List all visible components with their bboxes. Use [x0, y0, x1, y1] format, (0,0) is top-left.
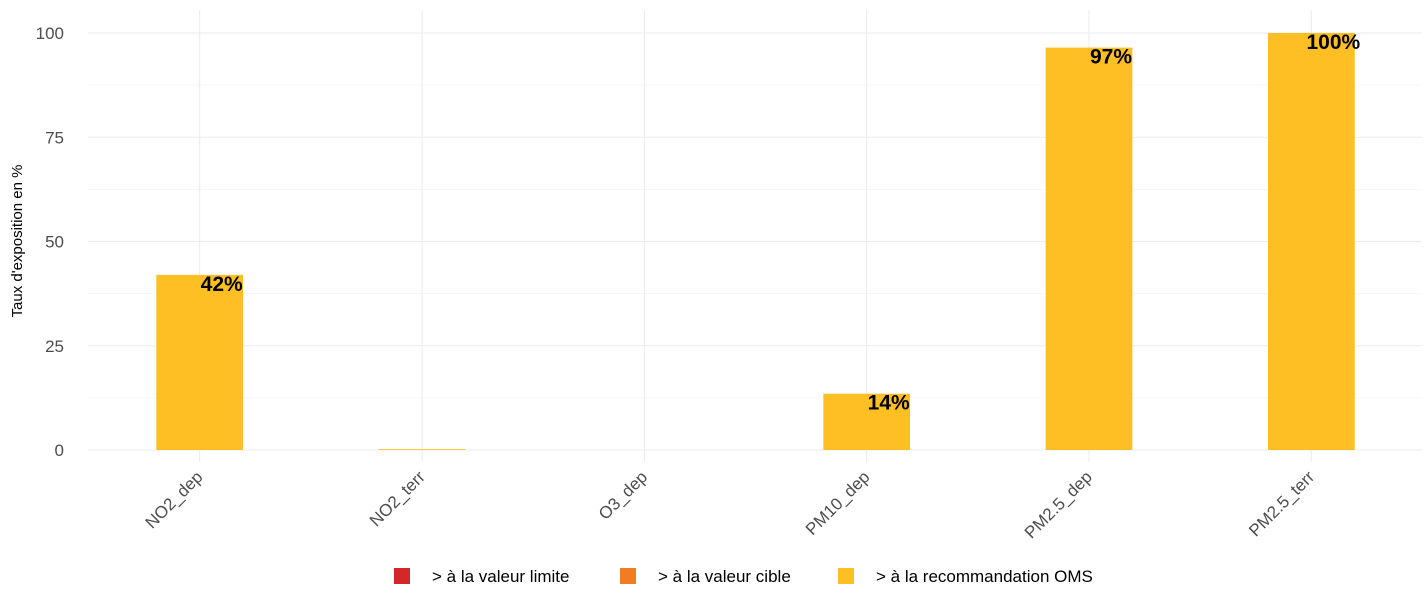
bar-PM10_dep: [823, 393, 911, 450]
bars: [156, 33, 1355, 450]
x-axis-ticks: NO2_dep NO2_terr O3_dep PM10_dep PM2.5_dep PM…: [142, 467, 1319, 542]
bar-NO2_terr: [378, 449, 466, 450]
bar-PM2.5_dep: [1045, 47, 1133, 450]
data-labels: 42% 14% 97% 100%: [201, 31, 1361, 415]
x-tick-label: PM2.5_dep: [1021, 467, 1096, 542]
y-tick-label: 75: [45, 128, 64, 147]
x-tick-label: NO2_dep: [142, 467, 207, 532]
legend: > à la valeur limite > à la valeur cible >…: [394, 567, 1093, 586]
legend-key: [394, 568, 410, 584]
data-label-PM2.5_dep: 97%: [1090, 46, 1132, 69]
bar-NO2_dep: [156, 274, 244, 450]
bar-PM2.5_terr: [1267, 33, 1355, 450]
legend-label: > à la valeur cible: [658, 567, 791, 586]
x-tick-label: PM2.5_terr: [1245, 467, 1318, 540]
y-axis-ticks: 0 25 50 75 100: [36, 24, 64, 460]
legend-label: > à la recommandation OMS: [876, 567, 1093, 586]
legend-key: [838, 568, 854, 584]
x-tick-label: PM10_dep: [802, 467, 874, 539]
y-axis-title: Taux d'exposition en %: [9, 165, 26, 318]
grid-lines: [88, 10, 1422, 462]
data-label-NO2_dep: 42%: [201, 273, 243, 296]
legend-label: > à la valeur limite: [432, 567, 569, 586]
data-label-PM2.5_terr: 100%: [1306, 31, 1360, 54]
y-tick-label: 0: [55, 441, 64, 460]
y-tick-label: 50: [45, 233, 64, 252]
y-tick-label: 100: [36, 24, 64, 43]
data-label-PM10_dep: 14%: [868, 392, 910, 415]
y-tick-label: 25: [45, 337, 64, 356]
x-tick-label: NO2_terr: [366, 467, 429, 530]
x-tick-label: O3_dep: [595, 467, 651, 523]
legend-key: [620, 568, 636, 584]
